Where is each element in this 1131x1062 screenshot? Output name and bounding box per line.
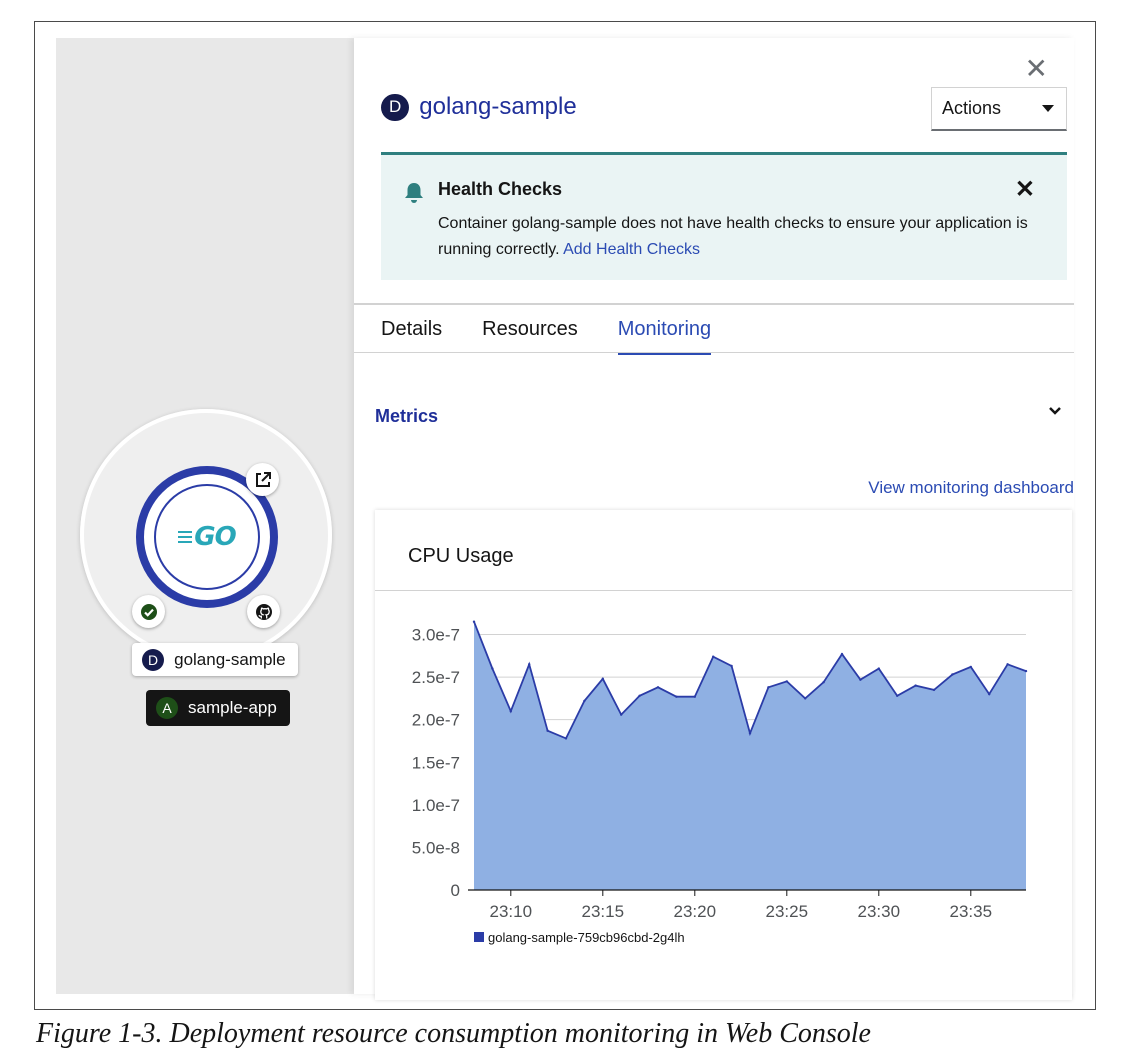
- cpu-data-point: [638, 694, 641, 697]
- cpu-data-point: [748, 732, 752, 735]
- x-tick-label: 23:20: [674, 902, 717, 921]
- view-monitoring-dashboard-link[interactable]: View monitoring dashboard: [868, 478, 1074, 497]
- cpu-data-point: [877, 667, 880, 670]
- alert-title: Health Checks: [438, 179, 563, 199]
- side-panel: ✕ D golang-sample Actions Health Checks …: [354, 38, 1074, 1000]
- chart-title: CPU Usage: [408, 545, 514, 567]
- cpu-data-point: [583, 699, 586, 703]
- topology-canvas[interactable]: GO D golang-sample A sa: [56, 38, 354, 994]
- cpu-usage-chart: 0 5.0e-8 1.0e-7 1.5e-7 2.0e-7 2.5e-7 3.0e-7 23:…: [412, 620, 1028, 945]
- cpu-usage-card: CPU Usage 0 5.0e-8 1.0e-7 1.5e-7 2.0e-7 2.5e-…: [375, 510, 1072, 1000]
- y-tick-label: 1.0e-7: [412, 796, 460, 815]
- x-tick-label: 23:30: [858, 902, 901, 921]
- cpu-data-point: [564, 737, 568, 740]
- cpu-data-point: [472, 620, 476, 623]
- y-tick-label: 3.0e-7: [412, 626, 460, 645]
- cpu-data-point: [656, 686, 660, 689]
- screenshot-frame: GO D golang-sample A sa: [34, 21, 1096, 1010]
- caret-down-icon: [1042, 105, 1054, 112]
- x-tick-label: 23:35: [950, 902, 993, 921]
- cpu-data-point: [675, 695, 678, 698]
- y-tick-label: 1.5e-7: [412, 753, 460, 772]
- cpu-data-point: [1024, 669, 1028, 673]
- application-badge: A: [156, 697, 178, 719]
- tab-bar-divider: [354, 352, 1074, 353]
- x-tick-label: 23:10: [490, 902, 533, 921]
- cpu-data-point: [528, 663, 531, 666]
- node-inner: GO: [154, 484, 260, 590]
- cpu-data-point: [840, 652, 844, 656]
- tab-monitoring[interactable]: Monitoring: [617, 318, 712, 355]
- cpu-data-point: [601, 677, 604, 680]
- deployment-badge: D: [142, 648, 165, 671]
- application-name: sample-app: [188, 698, 277, 717]
- y-tick-label: 2.5e-7: [412, 668, 460, 687]
- cpu-data-point: [620, 713, 623, 716]
- cpu-data-point: [767, 686, 770, 689]
- resource-badge: D: [381, 93, 410, 121]
- health-checks-alert: Health Checks ✕ Container golang-sample …: [381, 152, 1067, 280]
- cpu-data-point: [693, 695, 696, 698]
- github-icon[interactable]: [247, 595, 280, 628]
- legend-label: golang-sample-759cb96cbd-2g4lh: [488, 930, 685, 945]
- build-success-icon[interactable]: [132, 595, 165, 628]
- figure-caption: Figure 1-3. Deployment resource consumpt…: [36, 1018, 871, 1049]
- cpu-data-point: [988, 692, 991, 696]
- application-group-label[interactable]: A sample-app: [146, 690, 290, 726]
- y-tick-label: 2.0e-7: [412, 711, 460, 730]
- panel-title: D golang-sample: [381, 93, 577, 121]
- cpu-data-point: [804, 697, 807, 700]
- go-speed-lines: [178, 528, 193, 546]
- cpu-data-point: [951, 673, 954, 676]
- close-panel-button[interactable]: ✕: [1024, 53, 1048, 84]
- cpu-data-point: [712, 655, 715, 658]
- cpu-data-point: [1006, 663, 1009, 666]
- y-tick-label: 5.0e-8: [412, 838, 460, 857]
- cpu-area-fill: [474, 621, 1026, 890]
- cpu-data-point: [914, 684, 917, 687]
- legend-swatch: [474, 932, 484, 942]
- metrics-heading[interactable]: Metrics: [375, 406, 439, 426]
- actions-label: Actions: [942, 98, 1002, 118]
- cpu-data-point: [509, 710, 512, 713]
- dismiss-alert-button[interactable]: ✕: [1014, 176, 1035, 203]
- x-tick-label: 23:15: [582, 902, 625, 921]
- bell-icon: [405, 183, 423, 203]
- go-logo: GO: [194, 522, 236, 552]
- tab-details[interactable]: Details: [381, 318, 443, 340]
- cpu-data-point: [859, 678, 862, 681]
- deployment-label[interactable]: D golang-sample: [132, 643, 298, 676]
- cpu-data-point: [969, 665, 972, 669]
- cpu-data-point: [491, 667, 494, 670]
- alert-message: Container golang-sample does not have he…: [438, 215, 1028, 258]
- cpu-data-point: [896, 694, 899, 697]
- deployment-name: golang-sample: [174, 649, 286, 669]
- card-divider: [375, 590, 1072, 591]
- open-url-icon[interactable]: [246, 463, 279, 496]
- y-tick-label: 0: [451, 881, 460, 900]
- add-health-checks-link[interactable]: Add Health Checks: [563, 241, 701, 258]
- x-tick-label: 23:25: [766, 902, 809, 921]
- cpu-data-point: [785, 680, 788, 683]
- tab-resources[interactable]: Resources: [482, 318, 578, 340]
- tab-bar: Details Resources Monitoring: [381, 318, 751, 355]
- cpu-data-point: [822, 681, 825, 684]
- cpu-data-point: [932, 688, 936, 692]
- resource-title[interactable]: golang-sample: [419, 93, 577, 120]
- alert-body: Container golang-sample does not have he…: [438, 211, 1028, 263]
- chevron-down-icon[interactable]: [1048, 406, 1062, 416]
- cpu-data-point: [546, 729, 549, 732]
- divider: [354, 303, 1074, 305]
- actions-dropdown[interactable]: Actions: [931, 87, 1067, 131]
- cpu-data-point: [730, 664, 733, 668]
